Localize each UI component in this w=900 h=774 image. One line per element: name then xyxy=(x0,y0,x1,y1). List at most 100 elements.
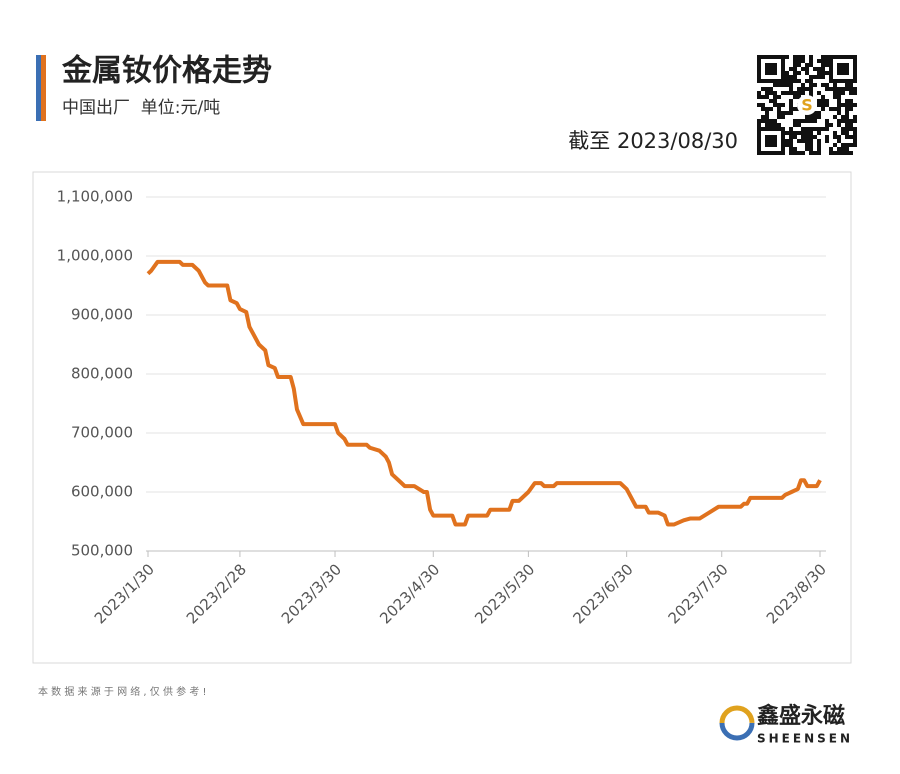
qr-cell xyxy=(845,135,849,139)
qr-cell xyxy=(805,139,809,143)
qr-cell xyxy=(801,135,805,139)
qr-cell xyxy=(837,147,841,151)
qr-cell xyxy=(789,75,793,79)
qr-cell xyxy=(845,147,849,151)
qr-cell xyxy=(801,139,805,143)
qr-finder xyxy=(757,55,785,83)
qr-cell xyxy=(793,95,797,99)
qr-cell xyxy=(781,91,785,95)
y-tick-label: 900,000 xyxy=(71,306,133,324)
qr-cell xyxy=(793,135,797,139)
y-tick-label: 1,000,000 xyxy=(57,247,133,265)
qr-cell xyxy=(853,139,857,143)
qr-cell xyxy=(801,151,805,155)
qr-cell xyxy=(841,119,845,123)
qr-cell xyxy=(845,143,849,147)
qr-cell xyxy=(773,91,777,95)
qr-cell xyxy=(769,123,773,127)
qr-cell xyxy=(841,103,845,107)
qr-cell xyxy=(809,91,813,95)
qr-cell xyxy=(837,151,841,155)
qr-cell xyxy=(757,91,761,95)
logo-mark xyxy=(719,705,755,741)
qr-cell xyxy=(789,151,793,155)
qr-cell xyxy=(773,119,777,123)
qr-cell xyxy=(793,123,797,127)
qr-cell xyxy=(785,71,789,75)
qr-cell xyxy=(813,115,817,119)
qr-cell xyxy=(793,63,797,67)
qr-cell xyxy=(821,71,825,75)
y-tick-label: 700,000 xyxy=(71,424,133,442)
qr-cell xyxy=(825,83,829,87)
qr-cell xyxy=(785,91,789,95)
qr-cell xyxy=(797,55,801,59)
qr-cell xyxy=(809,79,813,83)
qr-cell xyxy=(821,99,825,103)
qr-cell xyxy=(845,127,849,131)
x-tick-label: 2023/5/30 xyxy=(471,560,538,627)
qr-cell xyxy=(805,67,809,71)
qr-cell xyxy=(765,123,769,127)
qr-cell xyxy=(797,91,801,95)
qr-cell xyxy=(813,83,817,87)
qr-cell xyxy=(797,139,801,143)
qr-cell xyxy=(817,67,821,71)
qr-cell xyxy=(845,111,849,115)
qr-cell xyxy=(813,119,817,123)
qr-cell xyxy=(773,83,777,87)
qr-cell xyxy=(793,119,797,123)
qr-cell xyxy=(789,135,793,139)
qr-cell xyxy=(825,59,829,63)
qr-cell xyxy=(833,95,837,99)
qr-cell xyxy=(761,115,765,119)
qr-cell xyxy=(761,107,765,111)
qr-cell xyxy=(833,87,837,91)
qr-cell xyxy=(845,119,849,123)
qr-cell xyxy=(845,123,849,127)
qr-cell xyxy=(761,103,765,107)
qr-cell xyxy=(797,131,801,135)
qr-cell xyxy=(789,139,793,143)
qr-cell xyxy=(849,99,853,103)
x-tick-label: 2023/2/28 xyxy=(183,560,250,627)
qr-cell xyxy=(849,143,853,147)
qr-cell xyxy=(825,123,829,127)
qr-cell xyxy=(805,127,809,131)
qr-cell xyxy=(809,115,813,119)
qr-cell xyxy=(809,55,813,59)
qr-cell xyxy=(785,75,789,79)
qr-cell xyxy=(837,91,841,95)
qr-cell xyxy=(781,111,785,115)
qr-finder xyxy=(837,63,849,75)
qr-cell xyxy=(825,139,829,143)
qr-cell xyxy=(853,143,857,147)
qr-cell xyxy=(821,55,825,59)
x-tick-label: 2023/4/30 xyxy=(376,560,443,627)
chart-frame xyxy=(32,171,852,664)
qr-cell xyxy=(789,79,793,83)
qr-cell xyxy=(849,127,853,131)
qr-cell xyxy=(805,115,809,119)
qr-cell xyxy=(793,67,797,71)
qr-cell xyxy=(781,103,785,107)
x-tick-label: 2023/3/30 xyxy=(278,560,345,627)
qr-cell xyxy=(801,91,805,95)
qr-cell xyxy=(797,119,801,123)
qr-cell xyxy=(849,87,853,91)
qr-cell xyxy=(809,87,813,91)
qr-cell xyxy=(845,103,849,107)
qr-finder xyxy=(829,55,857,83)
qr-cell xyxy=(841,151,845,155)
qr-cell xyxy=(797,63,801,67)
qr-cell xyxy=(809,147,813,151)
qr-cell xyxy=(853,131,857,135)
qr-cell xyxy=(789,107,793,111)
qr-cell xyxy=(841,143,845,147)
qr-cell xyxy=(825,99,829,103)
qr-cell xyxy=(809,63,813,67)
qr-cell xyxy=(833,135,837,139)
qr-cell xyxy=(793,131,797,135)
qr-cell xyxy=(801,59,805,63)
qr-cell xyxy=(849,119,853,123)
